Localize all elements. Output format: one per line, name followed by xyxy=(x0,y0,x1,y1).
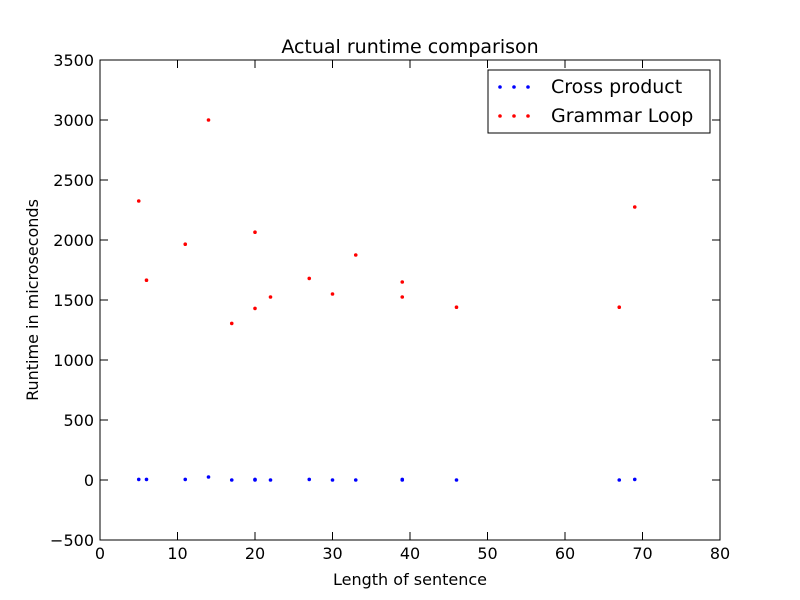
data-point xyxy=(206,118,211,122)
series-0 xyxy=(136,475,637,482)
x-tick-label: 0 xyxy=(95,544,105,563)
legend-box xyxy=(487,69,711,134)
x-tick-label: 10 xyxy=(167,544,187,563)
legend-label: Grammar Loop xyxy=(551,105,693,127)
data-point xyxy=(400,477,405,482)
data-point xyxy=(253,230,257,234)
data-points xyxy=(136,118,637,482)
data-point xyxy=(353,478,358,482)
data-point xyxy=(454,305,459,310)
x-tick-label: 80 xyxy=(710,544,730,563)
y-tick-label: 0 xyxy=(84,471,94,490)
data-point xyxy=(268,295,273,299)
data-point xyxy=(400,280,405,284)
data-point xyxy=(144,477,149,482)
legend-marker xyxy=(498,114,502,118)
legend: Cross product Grammar Loop xyxy=(487,69,711,134)
series-1 xyxy=(136,118,637,326)
x-tick-label: 50 xyxy=(477,544,497,563)
x-tick-label: 60 xyxy=(555,544,575,563)
data-point xyxy=(400,295,405,299)
data-point xyxy=(454,478,459,482)
data-point xyxy=(632,477,637,482)
data-point xyxy=(253,306,257,311)
chart-title: Actual runtime comparison xyxy=(281,36,538,58)
y-tick-label: 2000 xyxy=(53,231,94,250)
data-point xyxy=(136,199,141,203)
data-point xyxy=(353,253,358,257)
data-point xyxy=(206,475,211,479)
data-point xyxy=(136,477,141,482)
data-point xyxy=(632,205,637,209)
y-tick-label: 1500 xyxy=(53,291,94,310)
data-point xyxy=(307,477,312,482)
data-point xyxy=(253,477,257,482)
y-axis-title: Runtime in microseconds xyxy=(23,199,42,401)
legend-marker xyxy=(512,85,516,89)
y-tick-label: 3000 xyxy=(53,111,94,130)
data-point xyxy=(307,276,312,281)
data-point xyxy=(229,321,234,326)
y-tick-label: 1000 xyxy=(53,351,94,370)
x-tick-label: 20 xyxy=(245,544,265,563)
y-tick-label: 2500 xyxy=(53,171,94,190)
x-tick-label: 70 xyxy=(632,544,652,563)
y-tick-label: −500 xyxy=(50,531,94,550)
legend-marker xyxy=(526,85,530,89)
x-tick-label: 40 xyxy=(400,544,420,563)
x-axis-title: Length of sentence xyxy=(333,570,487,589)
y-tick-label: 500 xyxy=(63,411,94,430)
data-point xyxy=(268,478,273,482)
data-point xyxy=(183,242,188,246)
data-point xyxy=(617,305,622,310)
data-point xyxy=(229,478,234,482)
data-point xyxy=(330,292,335,296)
legend-marker xyxy=(498,85,502,89)
data-point xyxy=(330,478,335,482)
data-point xyxy=(144,278,149,283)
x-tick-label: 30 xyxy=(322,544,342,563)
legend-marker xyxy=(512,114,516,118)
data-point xyxy=(183,477,188,482)
data-point xyxy=(617,478,622,482)
y-tick-label: 3500 xyxy=(53,51,94,70)
legend-marker xyxy=(526,114,530,118)
legend-label: Cross product xyxy=(551,76,682,98)
axis-ticks: 0 10 20 30 40 50 60 70 80−5000500100015002000250… xyxy=(50,51,730,563)
